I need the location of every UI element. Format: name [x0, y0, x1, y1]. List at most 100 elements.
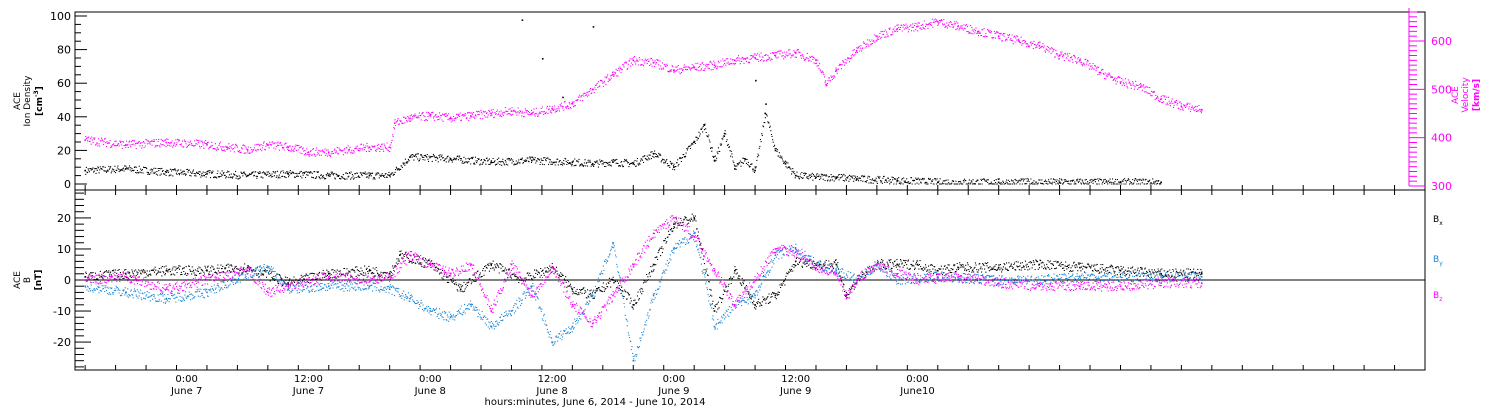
data-point: [713, 325, 716, 328]
data-point: [368, 146, 371, 149]
data-point: [835, 263, 838, 266]
x-tick-date: June 7: [292, 386, 324, 397]
data-point: [815, 59, 817, 62]
b-tick-label: -10: [53, 305, 71, 318]
data-point: [632, 163, 635, 165]
outlier-point: [521, 19, 524, 21]
data-point: [571, 325, 574, 328]
x-axis-title: hours:minutes, June 6, 2014 - June 10, 2…: [485, 397, 706, 408]
data-point: [368, 174, 371, 177]
data-point: [206, 279, 208, 281]
data-point: [794, 248, 797, 250]
data-point: [429, 115, 432, 117]
data-point: [835, 273, 838, 275]
x-tick-date: June10: [899, 386, 935, 397]
data-point: [571, 161, 574, 163]
legend-bz: Bz: [1433, 291, 1442, 303]
data-point: [429, 310, 432, 312]
data-point: [693, 217, 695, 219]
b-tick-label: 20: [57, 212, 71, 225]
left-tick-label: 100: [50, 10, 71, 23]
data-point: [1160, 181, 1162, 184]
data-point: [744, 158, 746, 160]
svg-text:[cm-3]: [cm-3]: [33, 86, 45, 116]
svg-text:ACE: ACE: [1451, 86, 1461, 104]
data-point: [510, 110, 513, 112]
svg-text:B: B: [23, 277, 33, 283]
data-point: [896, 28, 898, 30]
data-point: [449, 158, 452, 160]
svg-text:[nT]: [nT]: [34, 270, 44, 291]
data-point: [784, 163, 787, 165]
data-point: [896, 179, 898, 182]
data-point: [206, 173, 208, 175]
data-point: [673, 166, 675, 168]
data-point: [754, 304, 756, 306]
data-point: [1119, 81, 1122, 83]
data-point: [531, 294, 533, 297]
data-point: [551, 266, 553, 269]
right-tick-label: 500: [1431, 83, 1452, 96]
data-point: [490, 112, 492, 115]
right-tick-label: 300: [1431, 180, 1452, 193]
data-point: [1160, 273, 1162, 275]
data-point: [774, 149, 777, 152]
data-point: [1038, 285, 1041, 287]
right-tick-label: 600: [1431, 35, 1452, 48]
data-point: [571, 288, 574, 291]
data-point: [388, 276, 391, 278]
data-point: [845, 297, 848, 300]
data-point: [713, 159, 716, 162]
data-point: [835, 176, 838, 179]
data-point: [246, 269, 249, 272]
data-point: [835, 269, 838, 272]
data-point: [206, 291, 208, 294]
data-point: [449, 117, 452, 120]
data-point: [1038, 279, 1041, 281]
data-point: [165, 269, 168, 272]
x-tick-time: 0:00: [663, 374, 685, 385]
data-point: [693, 232, 695, 235]
velocity-axis-title: ACE Velocity [km/s]: [1451, 77, 1482, 113]
data-point: [328, 285, 330, 287]
right-tick-label: 400: [1431, 132, 1452, 145]
data-point: [388, 288, 391, 291]
data-point: [632, 359, 635, 362]
data-point: [1099, 71, 1101, 74]
data-point: [652, 62, 655, 64]
data-point: [855, 178, 858, 180]
data-point: [612, 242, 614, 244]
data-point: [520, 279, 523, 281]
b-axis-title: ACE B [nT]: [13, 270, 44, 291]
data-point: [571, 304, 574, 306]
data-point: [409, 156, 411, 158]
data-point: [1160, 282, 1162, 284]
data-point: [1079, 285, 1081, 287]
data-point: [287, 288, 289, 291]
data-point: [713, 269, 716, 272]
data-point: [409, 254, 411, 256]
outlier-point: [765, 103, 767, 105]
outlier-point: [541, 58, 544, 60]
data-point: [1160, 276, 1162, 278]
data-point: [510, 263, 513, 266]
series-bz: [84, 215, 1203, 328]
data-point: [388, 174, 391, 177]
data-point: [1018, 40, 1020, 42]
data-point: [125, 273, 127, 275]
svg-text:ACE: ACE: [13, 271, 23, 289]
data-point: [652, 263, 655, 266]
data-point: [997, 282, 1000, 284]
left-tick-label: 60: [57, 77, 71, 90]
series-points: [85, 230, 1203, 362]
data-point: [510, 310, 513, 312]
data-point: [1180, 105, 1183, 108]
data-point: [754, 279, 756, 281]
x-tick-date: June 8: [535, 386, 567, 397]
data-point: [754, 294, 756, 297]
data-point: [673, 223, 675, 225]
data-point: [845, 294, 848, 297]
data-point: [916, 279, 919, 281]
data-point: [693, 141, 695, 143]
